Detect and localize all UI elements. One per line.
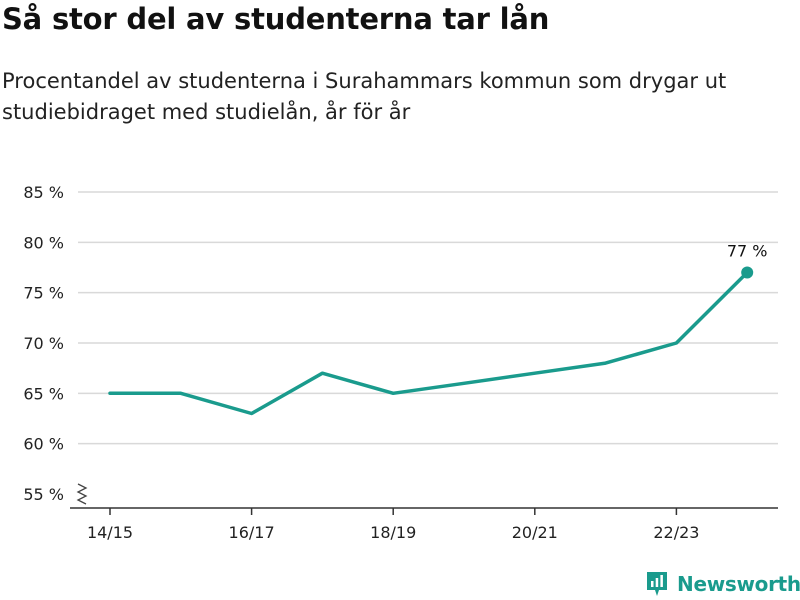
data-point-marker: [741, 266, 754, 279]
y-axis-break-icon: [76, 483, 88, 505]
y-tick-label: 80 %: [23, 233, 64, 252]
y-tick-label: 75 %: [23, 284, 64, 303]
y-tick-label: 65 %: [23, 384, 64, 403]
y-tick-label: 85 %: [23, 183, 64, 202]
x-tick-label: 18/19: [370, 523, 416, 542]
x-tick-label: 22/23: [653, 523, 699, 542]
series-line: [108, 270, 749, 416]
newsworthy-logo-icon: [647, 572, 667, 596]
x-tick-label: 16/17: [229, 523, 275, 542]
line-chart: 55 % 60 % 65 % 70 % 75 % 80 % 85 % 14/15 16/17 18…: [23, 183, 778, 542]
data-label: 77 %: [727, 242, 768, 261]
x-tick-label: 14/15: [87, 523, 133, 542]
chart-subtitle: Procentandel av studenterna i Surahammar…: [2, 69, 727, 124]
y-tick-label: 70 %: [23, 334, 64, 353]
x-tick-label: 20/21: [512, 523, 558, 542]
y-tick-label: 60 %: [23, 435, 64, 454]
newsworthy-logo: Newsworthy: [645, 570, 800, 598]
brand-name: Newsworthy: [677, 572, 800, 596]
chart-title: Så stor del av studenterna tar lån: [2, 2, 550, 36]
y-tick-label: 55 %: [23, 485, 64, 504]
